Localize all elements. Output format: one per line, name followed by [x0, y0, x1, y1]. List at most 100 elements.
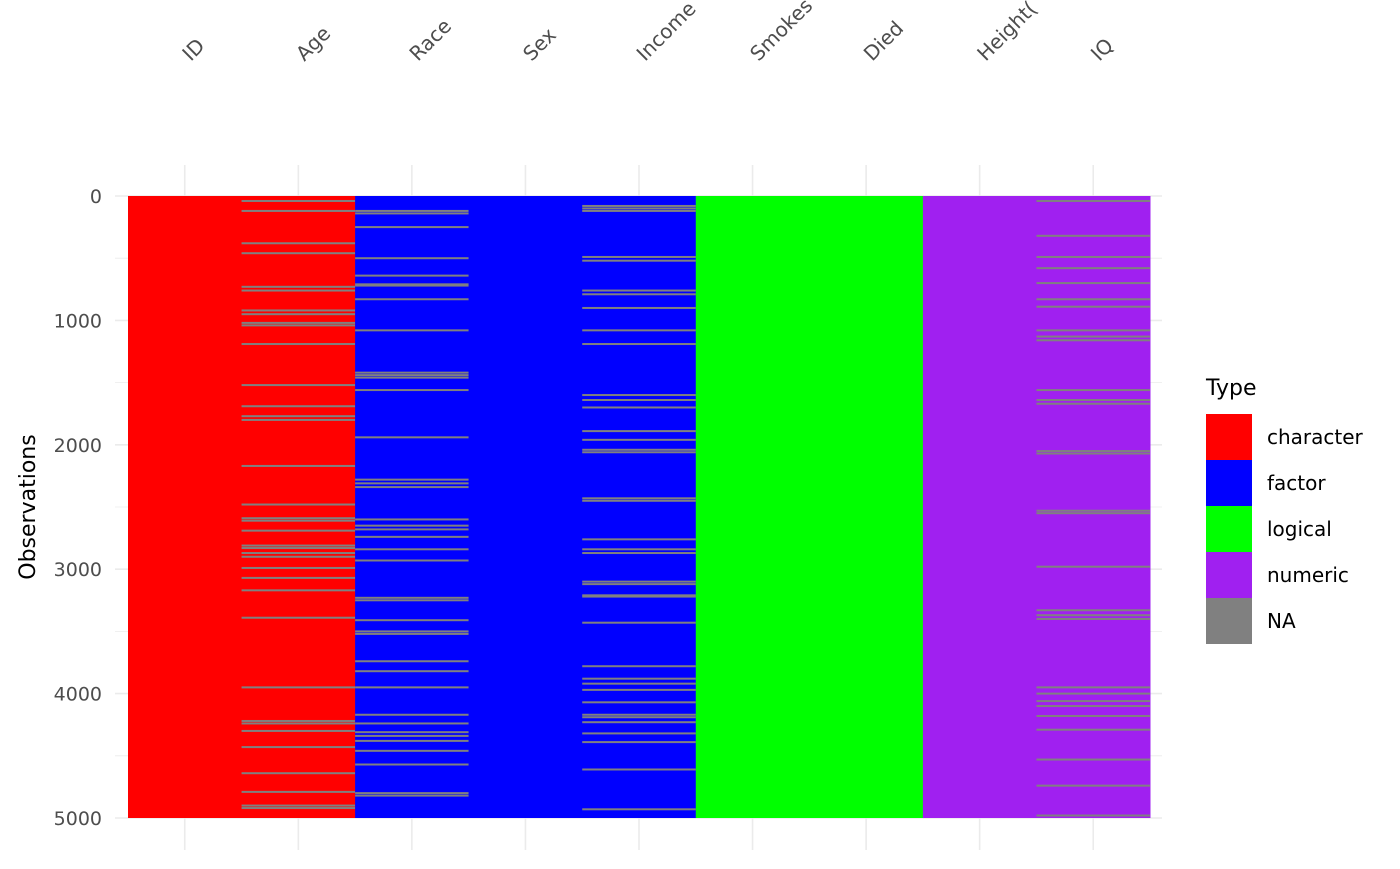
na-mark: [355, 713, 469, 716]
column-sex: [468, 196, 583, 818]
na-mark: [241, 405, 356, 408]
na-mark: [241, 729, 356, 732]
na-mark: [355, 749, 469, 752]
x-tick-label: Income: [632, 0, 701, 66]
na-mark: [582, 394, 696, 397]
na-mark: [241, 384, 356, 387]
na-mark: [1036, 617, 1150, 620]
x-tick-label: Smokes: [745, 0, 817, 66]
x-tick-label: Died: [859, 16, 908, 65]
na-mark: [355, 559, 469, 562]
na-mark: [1036, 335, 1150, 338]
na-mark: [1036, 758, 1150, 761]
column-smokes: [695, 196, 810, 818]
na-mark: [355, 731, 469, 734]
legend-swatch: [1206, 460, 1252, 506]
na-mark: [582, 497, 696, 500]
na-mark: [241, 722, 356, 725]
column-age: [241, 196, 356, 818]
legend-swatch: [1206, 506, 1252, 552]
na-mark: [355, 389, 469, 392]
na-mark: [355, 482, 469, 485]
na-mark: [1036, 686, 1150, 689]
column-race: [355, 196, 470, 818]
na-mark: [582, 701, 696, 704]
na-mark: [241, 566, 356, 569]
na-mark: [355, 792, 469, 795]
na-mark: [1036, 714, 1150, 717]
column-died: [809, 196, 924, 818]
column-income: [582, 196, 697, 818]
na-mark: [582, 721, 696, 724]
na-mark: [241, 589, 356, 592]
na-mark: [582, 430, 696, 433]
na-mark: [582, 716, 696, 719]
na-mark: [355, 298, 469, 301]
na-mark: [1036, 298, 1150, 301]
na-mark: [1036, 402, 1150, 405]
y-tick-label: 3000: [54, 559, 102, 581]
na-mark: [582, 451, 696, 454]
na-mark: [241, 199, 356, 202]
na-mark: [241, 746, 356, 749]
na-mark: [355, 535, 469, 538]
na-mark: [241, 517, 356, 520]
na-mark: [1036, 609, 1150, 612]
column-id: [128, 196, 243, 818]
na-mark: [1036, 452, 1150, 455]
na-mark: [582, 768, 696, 771]
na-mark: [582, 207, 696, 210]
na-mark: [355, 794, 469, 797]
na-mark: [1036, 814, 1150, 817]
na-mark: [1036, 512, 1150, 515]
y-tick-label: 2000: [54, 435, 102, 457]
na-mark: [355, 212, 469, 215]
na-mark: [241, 686, 356, 689]
na-mark: [1036, 329, 1150, 332]
na-mark: [355, 739, 469, 742]
na-mark: [241, 519, 356, 522]
na-mark: [582, 580, 696, 583]
na-mark: [582, 595, 696, 598]
na-mark: [241, 552, 356, 555]
na-mark: [1036, 728, 1150, 731]
legend-label: NA: [1267, 609, 1296, 633]
na-mark: [582, 448, 696, 451]
na-mark: [241, 464, 356, 467]
na-mark: [241, 242, 356, 245]
na-mark: [355, 528, 469, 531]
na-mark: [1036, 450, 1150, 453]
na-mark: [582, 406, 696, 409]
na-mark: [241, 544, 356, 547]
na-mark: [582, 548, 696, 551]
x-tick-label: Sex: [518, 23, 561, 66]
na-mark: [355, 486, 469, 489]
na-mark: [355, 371, 469, 374]
y-axis-labels: 0 1000 2000 3000 4000 5000: [54, 186, 102, 830]
y-tick-label: 5000: [54, 808, 102, 830]
na-mark: [241, 529, 356, 532]
legend-label: character: [1267, 425, 1364, 449]
na-mark: [582, 665, 696, 668]
na-mark: [582, 399, 696, 402]
na-mark: [355, 283, 469, 286]
na-mark: [582, 677, 696, 680]
na-mark: [355, 376, 469, 379]
na-mark: [355, 274, 469, 277]
na-mark: [1036, 509, 1150, 512]
column-iq: [1036, 196, 1151, 818]
na-mark: [1036, 267, 1150, 270]
na-mark: [1036, 565, 1150, 568]
na-mark: [241, 313, 356, 316]
na-mark: [355, 374, 469, 377]
na-mark: [355, 257, 469, 260]
na-mark: [241, 719, 356, 722]
y-tick-label: 4000: [54, 684, 102, 706]
na-mark: [241, 807, 356, 810]
na-mark: [355, 436, 469, 439]
na-mark: [582, 552, 696, 555]
legend: Type character factor logical numeric NA: [1205, 376, 1364, 644]
na-mark: [241, 616, 356, 619]
na-mark: [582, 808, 696, 811]
na-mark: [241, 415, 356, 418]
